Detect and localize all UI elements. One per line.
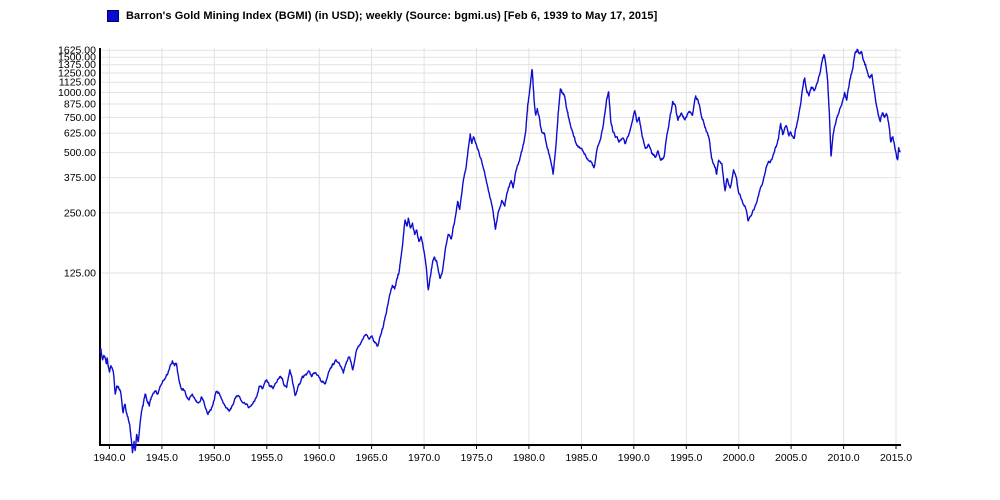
x-tick-label: 1995.0 bbox=[670, 452, 702, 464]
y-tick-label: 375.00 bbox=[64, 172, 96, 184]
y-tick-label: 1375.00 bbox=[58, 59, 96, 71]
y-tick-label: 1125.00 bbox=[59, 77, 96, 89]
x-tick-label: 2010.0 bbox=[828, 452, 860, 464]
y-tick-label: 1625.00 bbox=[58, 45, 96, 57]
y-tick-label: 500.00 bbox=[64, 147, 96, 159]
x-tick-label: 1985.0 bbox=[565, 452, 597, 464]
y-tick-label: 625.00 bbox=[64, 128, 96, 140]
x-tick-label: 1970.0 bbox=[408, 452, 440, 464]
x-tick-label: 1950.0 bbox=[198, 452, 230, 464]
y-tick-label: 125.00 bbox=[64, 268, 96, 280]
chart-title: Barron's Gold Mining Index (BGMI) (in US… bbox=[126, 10, 658, 22]
y-tick-label: 750.00 bbox=[64, 112, 96, 124]
x-tick-label: 1975.0 bbox=[460, 452, 492, 464]
y-tick-label: 875.00 bbox=[64, 99, 96, 111]
x-tick-label: 1945.0 bbox=[146, 452, 178, 464]
y-tick-label: 1500.00 bbox=[58, 52, 96, 64]
x-tick-label: 1990.0 bbox=[618, 452, 650, 464]
x-tick-label: 1960.0 bbox=[303, 452, 335, 464]
x-tick-label: 1940.0 bbox=[93, 452, 125, 464]
y-tick-label: 1250.00 bbox=[58, 68, 96, 80]
x-tick-label: 2015.0 bbox=[880, 452, 912, 464]
x-tick-label: 1965.0 bbox=[356, 452, 388, 464]
x-tick-label: 2005.0 bbox=[775, 452, 807, 464]
chart-legend: Barron's Gold Mining Index (BGMI) (in US… bbox=[107, 10, 657, 22]
bgmi-series-line bbox=[99, 48, 901, 454]
x-tick-label: 2000.0 bbox=[723, 452, 755, 464]
x-tick-label: 1955.0 bbox=[251, 452, 283, 464]
y-tick-label: 1000.00 bbox=[58, 87, 96, 99]
series-legend-swatch bbox=[107, 10, 119, 22]
y-tick-label: 250.00 bbox=[64, 207, 96, 219]
x-tick-label: 1980.0 bbox=[513, 452, 545, 464]
